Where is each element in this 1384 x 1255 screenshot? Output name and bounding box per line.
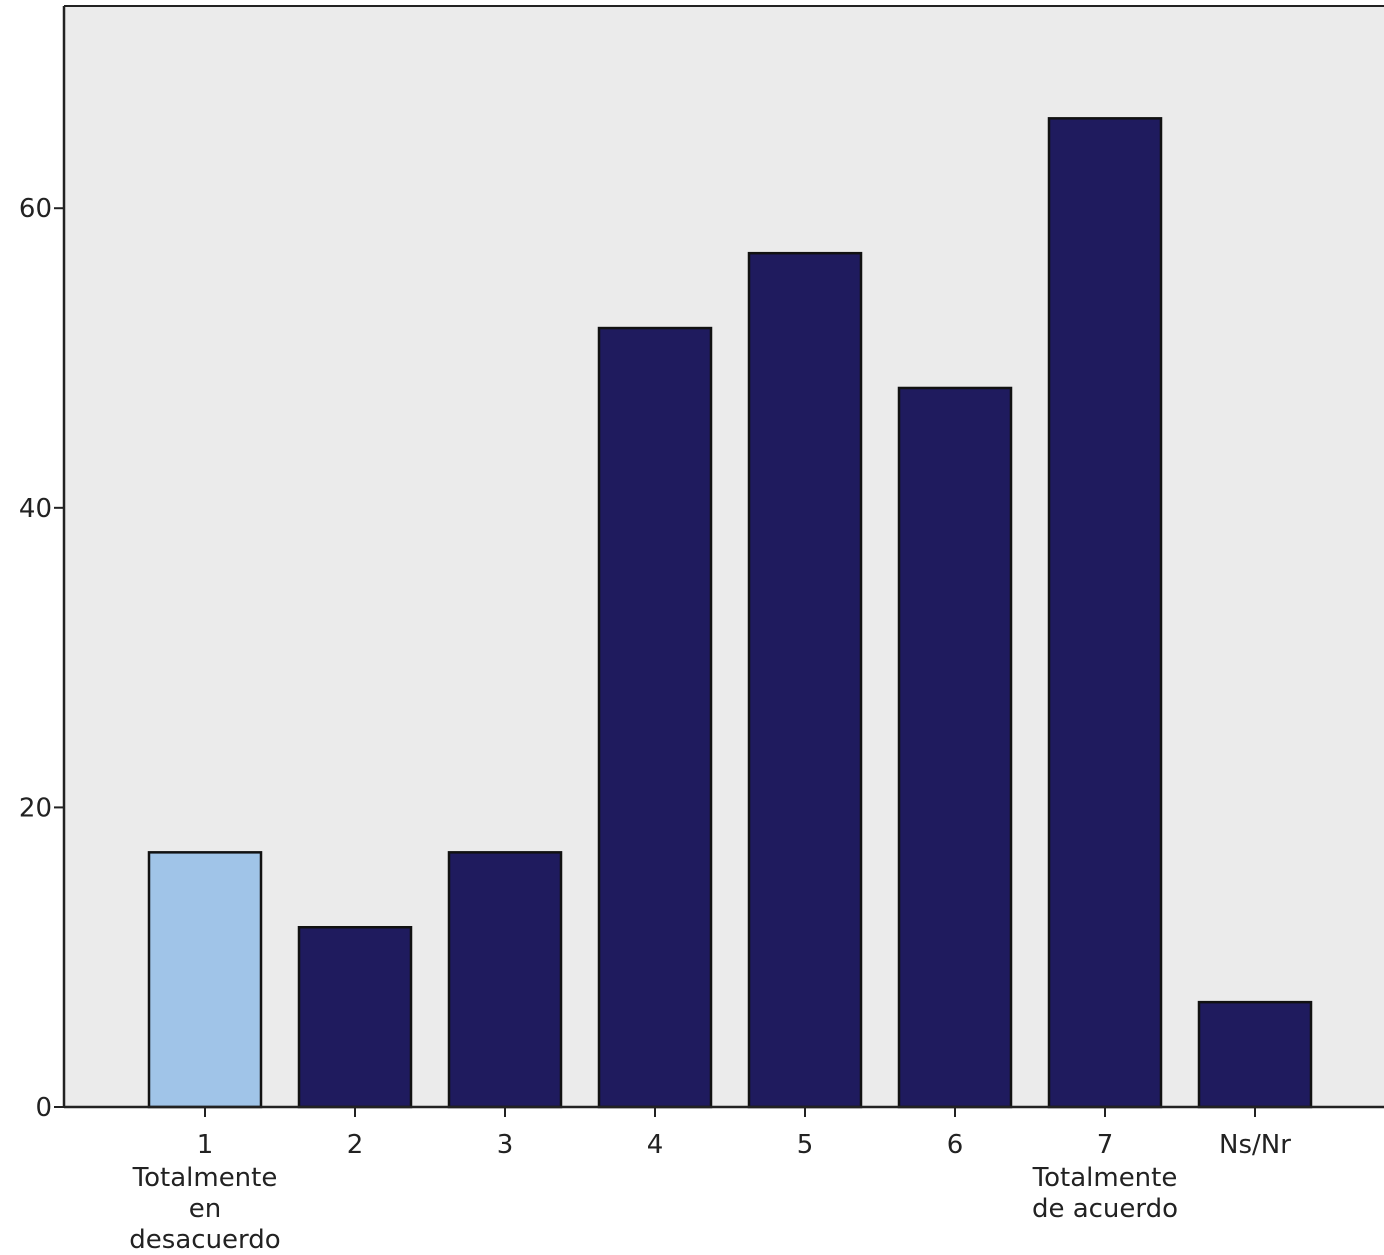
y-tick-label: 40 bbox=[19, 494, 52, 524]
bar-1 bbox=[147, 851, 263, 1109]
bar-7 bbox=[1047, 117, 1163, 1109]
x-tick-sublabel: desacuerdo bbox=[129, 1225, 280, 1255]
x-tick-label: 2 bbox=[347, 1130, 364, 1160]
y-tick-label: 60 bbox=[19, 194, 52, 224]
x-tick-label: 5 bbox=[797, 1130, 814, 1160]
bar-5 bbox=[747, 251, 863, 1109]
x-tick-label: 6 bbox=[947, 1130, 964, 1160]
bars-group bbox=[147, 117, 1313, 1109]
bar-3 bbox=[447, 851, 563, 1109]
bar-ns-nr bbox=[1197, 1000, 1313, 1109]
y-tick-label: 20 bbox=[19, 793, 52, 823]
y-axis-ticks: 0 20 40 60 bbox=[19, 194, 64, 1123]
x-tick-sublabel: Totalmente bbox=[1032, 1163, 1178, 1193]
x-tick-sublabel: de acuerdo bbox=[1032, 1194, 1178, 1224]
x-tick-label: 7 bbox=[1097, 1130, 1114, 1160]
x-tick-label: 1 bbox=[197, 1130, 214, 1160]
x-tick-sublabel: Totalmente bbox=[132, 1163, 278, 1193]
x-tick-label: 4 bbox=[647, 1130, 664, 1160]
bar-6 bbox=[897, 386, 1013, 1109]
bar-4 bbox=[597, 326, 713, 1109]
y-tick-label: 0 bbox=[35, 1093, 52, 1123]
bar-2 bbox=[297, 925, 413, 1109]
x-tick-label: Ns/Nr bbox=[1219, 1130, 1291, 1160]
x-tick-sublabel: en bbox=[189, 1194, 221, 1224]
x-tick-label: 3 bbox=[497, 1130, 514, 1160]
plot-area bbox=[64, 6, 1384, 1107]
